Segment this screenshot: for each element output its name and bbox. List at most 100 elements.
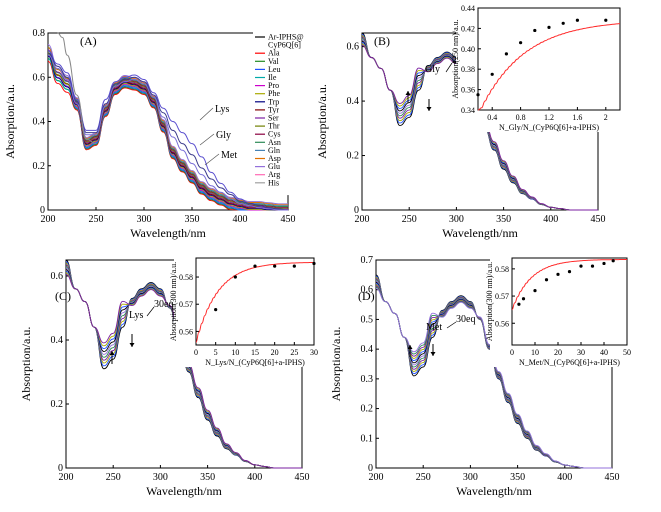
panel-c-ytick-label: 0.4 xyxy=(51,335,64,346)
panel-c-inset-bg xyxy=(174,256,318,367)
panel-b-inset-ytick-label: 0.34 xyxy=(461,106,475,115)
panel-b-inset-point xyxy=(547,25,551,29)
panel-b-inset-ytick-label: 0.40 xyxy=(461,45,475,54)
panel-a-series xyxy=(47,32,289,211)
panel-b-inset-xtick-label: 1.6 xyxy=(572,113,582,122)
panel-a-legend-label: Cys xyxy=(268,130,280,139)
panel-c-inset-xtick-label: 15 xyxy=(251,348,259,357)
panel-d-arrow-down-head xyxy=(430,352,436,356)
panel-b-inset-axes: 0.4 0.8 1.2 1.6 2 0.34 0.36 0.38 0.40 0.42 0.44 xyxy=(461,4,621,122)
panel-d-inset-xtick-label: 40 xyxy=(600,348,608,357)
panel-d-xtick-label: 450 xyxy=(605,472,620,483)
panel-b-inset-ytick-label: 0.44 xyxy=(461,4,475,13)
panel-a-series-line xyxy=(47,44,288,205)
panel-c-inset-xtick-label: 0 xyxy=(194,348,198,357)
panel-b-xlabel: Wavelength/nm xyxy=(442,226,518,240)
panel-d-inset-xtick-label: 0 xyxy=(510,348,514,357)
panel-c-xtick-label: 400 xyxy=(247,472,262,483)
panel-b-ylabel: Absorption/a.u. xyxy=(315,84,329,159)
panel-b-inset-ytick-label: 0.42 xyxy=(461,24,475,33)
panel-d-annotation-met: Met xyxy=(426,322,442,333)
panel-b-inset-point xyxy=(490,72,494,76)
panel-b-xtick-label: 350 xyxy=(496,214,511,225)
panel-d-ytick-label: 0.7 xyxy=(361,255,374,266)
panel-d-inset-point xyxy=(521,297,526,301)
panel-d-inset-point xyxy=(602,261,606,266)
panel-b-xtick-label: 200 xyxy=(355,214,370,225)
panel-a-annotation: Met xyxy=(221,150,237,161)
panel-d-xtick-label: 200 xyxy=(369,472,384,483)
panel-d-inset-xtick-label: 20 xyxy=(554,348,562,357)
panel-b-inset-point xyxy=(504,52,508,56)
panel-c-inset-point xyxy=(253,264,257,268)
panel-a-xtick-label: 250 xyxy=(89,214,104,225)
panel-a-annotation: Gly xyxy=(216,130,231,141)
panel-c-arrow-down-head xyxy=(129,343,135,347)
panel-a-ylabel: Absorption/a.u. xyxy=(3,84,17,159)
panel-a-legend-label: Ile xyxy=(268,73,277,82)
panel-d-inset-xtick-label: 10 xyxy=(531,348,539,357)
panel-d-annotation-pointer xyxy=(446,321,457,329)
panel-d-xtick-label: 300 xyxy=(463,472,478,483)
panel-a-legend-label: Arg xyxy=(268,170,280,179)
panel-a-legend-label: Tyr xyxy=(268,105,279,114)
panel-c-inset-xtick-label: 5 xyxy=(214,348,218,357)
panel-b-ytick-label: 0.4 xyxy=(347,96,360,107)
panel-a-legend-label: Glu xyxy=(268,162,280,171)
panel-c-inset-point xyxy=(292,264,296,268)
panel-c-inset-xtick-label: 25 xyxy=(290,348,298,357)
panel-b-arrow-up-head xyxy=(405,91,411,95)
panel-b-inset-ylabel: Absorption(250 nm)/a.u. xyxy=(451,19,460,98)
panel-d-inset-ytick-label: 0.58 xyxy=(495,265,509,274)
panel-b-xtick-label: 300 xyxy=(449,214,464,225)
panel-c-inset-xtick-label: 10 xyxy=(231,348,239,357)
panel-b-inset-bg xyxy=(456,6,624,132)
panel-a-legend-label: Ar-IPHS@ xyxy=(268,33,304,42)
panel-a-legend-label: Thr xyxy=(268,122,280,131)
panel-b-inset-ytick-label: 0.36 xyxy=(461,86,475,95)
panel-d-ytick-label: 0.1 xyxy=(361,433,374,444)
panel-d-xlabel: Wavelength/nm xyxy=(456,484,532,498)
panel-c-ytick-label: 0 xyxy=(58,463,63,474)
panel-a-xtick-label: 300 xyxy=(137,214,152,225)
panel-a-axes: 200 250 300 350 400 450 0 0.2 0.4 0.6 0.8 xyxy=(33,28,296,225)
panel-a-label: (A) xyxy=(80,34,97,48)
panel-a-series-met xyxy=(47,54,288,211)
panel-d-xtick-label: 400 xyxy=(557,472,572,483)
panel-c-inset-xlabel: N_Lys/N_(CyP6Q[6]+a-IPHS) xyxy=(205,358,305,367)
panel-a-ytick-label: 0.6 xyxy=(33,72,46,83)
panel-d-inset-point xyxy=(590,264,595,268)
panel-d-annotation-30eq: 30eq xyxy=(456,314,475,325)
panel-b-inset-point xyxy=(533,28,537,33)
panel-a-ytick-label: 0.2 xyxy=(33,161,46,172)
panel-c-arrow-up-head xyxy=(109,351,115,355)
panel-b-xtick-label: 250 xyxy=(402,214,417,225)
panel-c-inset-xtick-label: 30 xyxy=(310,348,318,357)
panel-a-legend-label: Val xyxy=(268,57,279,66)
panel-d-inset-ytick-label: 0.56 xyxy=(495,319,509,328)
panel-d-ylabel: Absorption/a.u. xyxy=(329,327,343,402)
panel-c-xtick-label: 200 xyxy=(59,472,74,483)
panel-c-annotation-pointer xyxy=(146,306,155,317)
panel-d-inset-point xyxy=(579,264,583,268)
panel-c-inset-ytick-label: 0.57 xyxy=(179,300,193,309)
panel-a-legend-label: Asp xyxy=(268,154,281,163)
panel-d-ytick-label: 0 xyxy=(368,463,373,474)
panel-a-xtick-label: 450 xyxy=(281,214,296,225)
panel-b-inset-point xyxy=(561,21,565,25)
panel-c-xtick-label: 250 xyxy=(106,472,121,483)
panel-a-legend-label: Phe xyxy=(268,89,280,98)
panel-a-legend-label: His xyxy=(268,178,279,187)
panel-b-inset-point xyxy=(476,93,480,97)
panel-a-ytick-label: 0.4 xyxy=(33,117,46,128)
panel-b-label: (B) xyxy=(374,34,390,48)
panel-a-annotation: Lys xyxy=(215,104,230,115)
panel-d-inset-xtick-label: 30 xyxy=(577,348,585,357)
panel-a-annotation-pointer xyxy=(199,107,214,121)
panel-d-inset-xlabel: N_Met/N_(CyP6Q[6]+a-IPHS) xyxy=(519,358,620,367)
panel-a-xtick-label: 200 xyxy=(41,214,56,225)
panel-b-ytick-label: 0 xyxy=(354,205,359,216)
panel-a-annotation-pointer xyxy=(199,133,215,146)
panel-d-inset-point xyxy=(611,259,615,263)
